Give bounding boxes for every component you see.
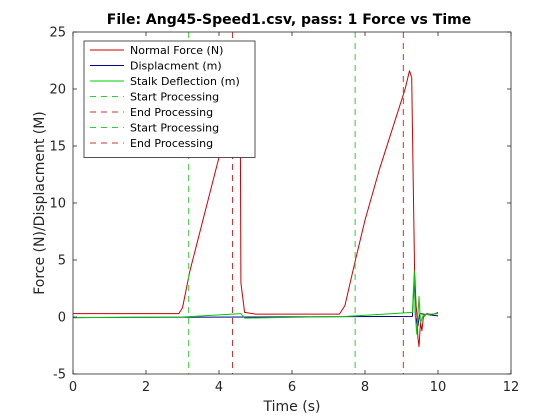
legend-label: Normal Force (N) — [130, 44, 223, 57]
chart-title: File: Ang45-Speed1.csv, pass: 1 Force vs… — [107, 12, 471, 28]
y-axis: -5 0 5 10 15 20 25 — [49, 26, 511, 383]
x-tick-label: 2 — [142, 380, 150, 395]
x-tick-label: 6 — [288, 380, 296, 395]
legend-label: End Processing — [130, 106, 213, 119]
x-tick-label: 4 — [215, 380, 223, 395]
legend-box — [83, 40, 256, 158]
x-axis: 0 2 4 6 8 10 12 — [69, 32, 519, 395]
x-tick-label: 12 — [503, 380, 520, 395]
y-tick-label: -5 — [53, 368, 66, 383]
x-axis-title: Time (s) — [263, 399, 321, 415]
legend: Normal Force (N) Displacment (m) Stalk Def… — [83, 40, 256, 158]
y-tick-label: 20 — [49, 83, 66, 98]
legend-label: Stalk Deflection (m) — [130, 75, 240, 88]
legend-label: Displacment (m) — [130, 60, 222, 73]
y-tick-label: 0 — [58, 311, 66, 326]
x-tick-label: 10 — [430, 380, 447, 395]
y-tick-label: 15 — [49, 140, 66, 155]
legend-label: Start Processing — [130, 91, 219, 104]
y-tick-label: 10 — [49, 197, 66, 212]
y-tick-label: 25 — [49, 26, 66, 41]
series-line-3 — [72, 270, 439, 335]
legend-label: Start Processing — [130, 122, 219, 135]
y-axis-title: Force (N)/Displacment (M) — [32, 111, 48, 295]
x-tick-label: 0 — [69, 380, 77, 395]
x-tick-label: 8 — [361, 380, 369, 395]
y-tick-label: 5 — [58, 254, 66, 269]
legend-label: End Processing — [130, 137, 213, 150]
